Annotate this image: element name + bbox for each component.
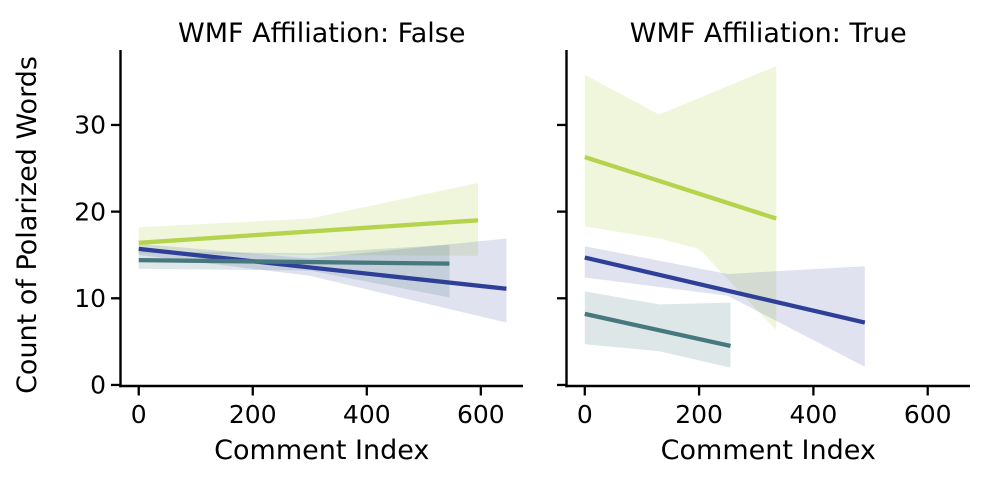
panel-title: WMF Affiliation: True (630, 18, 907, 49)
trend-line-navy-blue (584, 255, 866, 325)
y-axis-label: Count of Polarized Words (12, 56, 43, 394)
x-tick-label: 0 (131, 400, 147, 429)
trend-line-yellow-green (584, 154, 777, 221)
trend-line-teal (584, 311, 731, 349)
trend-line-yellow-green (138, 218, 479, 245)
x-tick-label: 600 (457, 400, 505, 429)
panel-title: WMF Affiliation: False (178, 18, 465, 49)
ci-band-navy-blue (584, 246, 865, 367)
y-tick-label: 0 (90, 371, 106, 400)
x-tick-label: 200 (675, 400, 723, 429)
x-tick-label: 0 (577, 400, 593, 429)
y-tick-label: 30 (74, 111, 106, 140)
x-tick-label: 200 (229, 400, 277, 429)
x-tick-label: 600 (904, 400, 952, 429)
trend-line-teal (138, 258, 450, 266)
x-axis-label: Comment Index (214, 435, 429, 466)
ci-band-yellow-green (138, 183, 478, 256)
ci-band-yellow-green (584, 66, 777, 331)
panel-wmf-true: 0 200 400 600 WMF Affiliation: True Comment I… (557, 18, 970, 466)
x-axis-label: Comment Index (661, 435, 876, 466)
y-tick-label: 20 (74, 197, 106, 226)
y-tick-label: 10 (74, 284, 106, 313)
trend-line-navy-blue (138, 246, 507, 291)
x-tick-label: 400 (790, 400, 838, 429)
x-tick-label: 400 (343, 400, 391, 429)
panel-wmf-false: 0 200 400 600 0 10 20 30 WMF Affiliation: False C… (74, 18, 523, 466)
